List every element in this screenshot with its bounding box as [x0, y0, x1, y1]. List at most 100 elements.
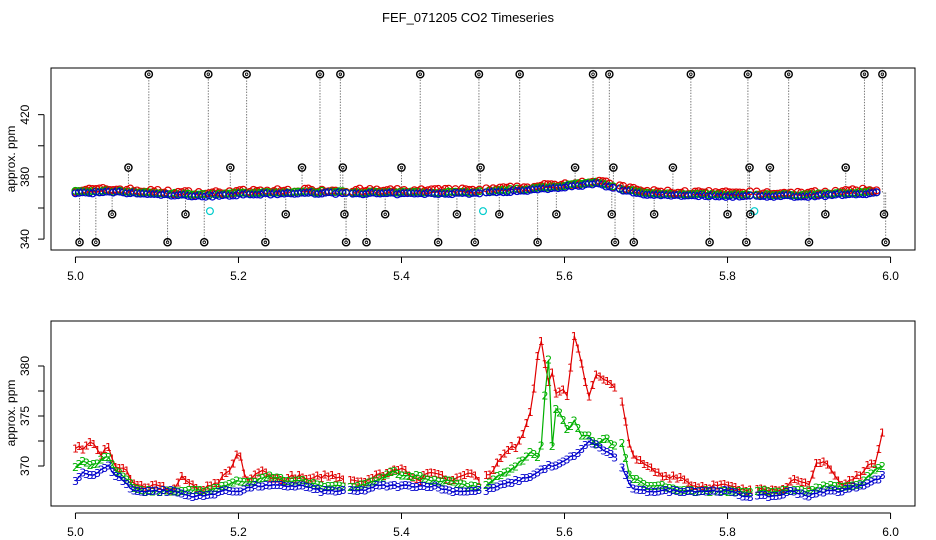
- series-marker-1: 1: [541, 358, 548, 371]
- series-marker-3: 3: [351, 485, 358, 498]
- series-marker-1: 1: [277, 474, 284, 487]
- series-marker-2: 2: [666, 482, 673, 495]
- series-marker-3: 3: [76, 471, 83, 484]
- series-marker-2: 2: [270, 472, 277, 485]
- series-marker-2: 2: [596, 436, 603, 449]
- spike-point: [765, 163, 775, 172]
- series-marker-2: 2: [193, 484, 200, 497]
- spike-point: [204, 69, 213, 79]
- series-marker-1: 1: [813, 457, 820, 470]
- series-marker-1: 1: [791, 473, 798, 486]
- series-marker-3: 3: [219, 485, 226, 498]
- spike-point: [476, 163, 485, 172]
- series-marker-3: 3: [255, 481, 262, 494]
- series-marker-1: 1: [707, 482, 714, 495]
- series-marker-1: 1: [292, 472, 299, 485]
- series-marker-2: 2: [534, 451, 541, 464]
- series-marker-2: 2: [607, 438, 614, 451]
- series-marker-3: 3: [90, 469, 97, 482]
- y-tick-label-top: 420: [18, 104, 32, 124]
- series-marker-3: 3: [725, 485, 732, 498]
- spike-point: [741, 237, 751, 247]
- series-marker-1: 1: [131, 477, 138, 490]
- series-marker-1: 1: [153, 479, 160, 492]
- series-marker-3: 3: [662, 484, 669, 497]
- series-marker-1: 1: [219, 470, 226, 483]
- series-marker-1: 1: [556, 385, 563, 398]
- series-marker-1: 1: [567, 362, 574, 375]
- series-marker-3: 3: [534, 466, 541, 479]
- series-marker-2: 2: [255, 473, 262, 486]
- series-marker-1: 1: [109, 452, 116, 465]
- series-marker-2: 2: [285, 475, 292, 488]
- series-marker-3: 3: [112, 470, 119, 483]
- series-marker-3: 3: [252, 479, 259, 492]
- series-marker-2: 2: [76, 458, 83, 471]
- series-marker-3: 3: [182, 489, 189, 502]
- series-marker-1: 1: [266, 472, 273, 485]
- series-marker-1: 1: [497, 452, 504, 465]
- series-marker-3: 3: [784, 486, 791, 499]
- series-marker-3: 3: [655, 485, 662, 498]
- x-tick-label-bottom: 5.4: [393, 525, 410, 539]
- spike-point: [605, 69, 614, 79]
- spike-point-inner: [823, 212, 828, 216]
- series-marker-1: 1: [560, 383, 567, 396]
- series-marker-1: 1: [879, 426, 886, 439]
- series-marker-2: 2: [417, 470, 424, 483]
- series-marker-2: 2: [376, 473, 383, 486]
- series-marker-1: 1: [600, 373, 607, 386]
- series-marker-1: 1: [409, 472, 416, 485]
- spike-point-inner: [497, 212, 502, 216]
- series-marker-3: 3: [743, 490, 750, 503]
- series-marker-2: 2: [707, 486, 714, 499]
- series-marker-1: 1: [611, 381, 618, 394]
- series-marker-3: 3: [384, 481, 391, 494]
- series-marker-3: 3: [402, 479, 409, 492]
- series-marker-3: 3: [853, 481, 860, 494]
- series-marker-3: 3: [747, 491, 754, 504]
- x-tick-label-bottom: 5.2: [230, 525, 247, 539]
- series-marker-3: 3: [94, 467, 101, 480]
- series-marker-2: 2: [776, 486, 783, 499]
- series-marker-2: 2: [149, 486, 156, 499]
- series-marker-3: 3: [307, 481, 314, 494]
- series-marker-2: 2: [83, 456, 90, 469]
- series-marker-3: 3: [475, 484, 482, 497]
- series-marker-3: 3: [644, 486, 651, 499]
- series-marker-2: 2: [846, 480, 853, 493]
- series-marker-3: 3: [681, 486, 688, 499]
- spike-point-inner: [610, 212, 614, 216]
- series-marker-3: 3: [872, 474, 879, 487]
- series-marker-3: 3: [556, 457, 563, 470]
- series-marker-2: 2: [864, 470, 871, 483]
- series-marker-2: 2: [112, 465, 119, 478]
- series-marker-3: 3: [593, 439, 600, 452]
- series-marker-1: 1: [490, 464, 497, 477]
- spike-point: [607, 209, 617, 219]
- series-marker-1: 1: [457, 470, 464, 483]
- series-marker-1: 1: [318, 472, 325, 485]
- series-marker-2: 2: [453, 478, 460, 491]
- series-marker-1: 1: [776, 484, 783, 497]
- series-marker-2: 2: [116, 467, 123, 480]
- series-marker-3: 3: [468, 485, 475, 498]
- series-marker-2: 2: [494, 470, 501, 483]
- series-marker-2: 2: [879, 460, 886, 473]
- series-marker-1: 1: [655, 466, 662, 479]
- series-marker-3: 3: [226, 485, 233, 498]
- series-marker-2: 2: [828, 479, 835, 492]
- spike-point: [705, 237, 714, 247]
- series-marker-1: 1: [453, 472, 460, 485]
- series-marker-3: 3: [105, 460, 112, 473]
- series-marker-3: 3: [431, 479, 438, 492]
- series-marker-3: 3: [527, 471, 534, 484]
- series-marker-2: 2: [538, 439, 545, 452]
- series-marker-3: 3: [274, 479, 281, 492]
- series-marker-1: 1: [662, 470, 669, 483]
- series-marker-2: 2: [259, 472, 266, 485]
- series-marker-1: 1: [263, 466, 270, 479]
- series-marker-3: 3: [864, 478, 871, 491]
- series-marker-1: 1: [754, 483, 761, 496]
- series-marker-1: 1: [868, 458, 875, 471]
